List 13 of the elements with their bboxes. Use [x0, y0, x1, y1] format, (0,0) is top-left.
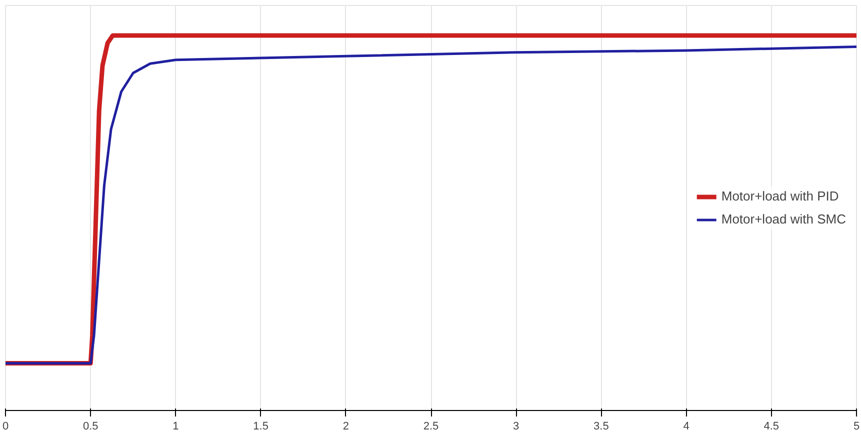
- x-tick-label: 0.5: [82, 420, 98, 432]
- x-tick-label: 2: [342, 420, 349, 432]
- x-tick-label: 1.5: [253, 420, 268, 432]
- legend-label: Motor+load with SMC: [721, 212, 846, 226]
- x-tick-label: 0: [2, 420, 9, 432]
- x-tick-label: 3: [513, 420, 520, 432]
- x-tick-label: 4: [683, 420, 690, 432]
- x-tick-label: 4.5: [764, 420, 780, 432]
- x-tick-label: 2.5: [423, 420, 439, 432]
- x-tick-label: 5: [853, 420, 860, 432]
- x-tick-label: 1: [172, 420, 179, 432]
- x-tick-label: 3.5: [594, 420, 609, 432]
- legend-label: Motor+load with PID: [721, 188, 839, 204]
